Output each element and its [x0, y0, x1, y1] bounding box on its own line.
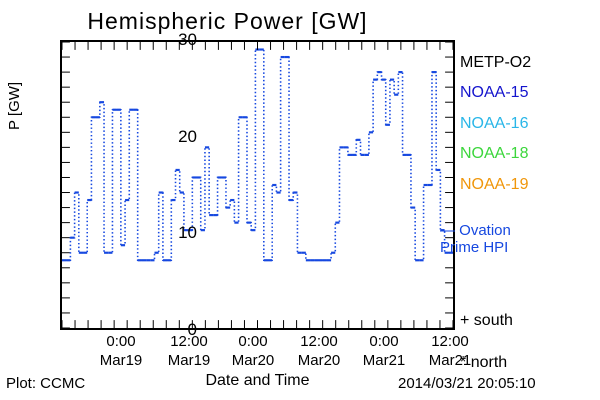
footer-plot-source: Plot: CCMC [6, 375, 85, 392]
x-tick-2: 0:00 Mar20 [232, 333, 275, 371]
chart-title: Hemispheric Power [GW] [0, 8, 455, 35]
legend-item-1[interactable]: NOAA-15 [460, 78, 600, 108]
symbol-north: * north [460, 342, 513, 384]
power-step-line [62, 50, 453, 261]
x-tick-0: 0:00 Mar19 [100, 333, 143, 371]
legend-item-2[interactable]: NOAA-16 [460, 109, 600, 139]
x-axis-label: Date and Time [60, 372, 455, 390]
legend-item-3[interactable]: NOAA-18 [460, 139, 600, 169]
ovation-legend: — Ovation Prime HPI [440, 222, 600, 257]
south-plus-icon: + [460, 312, 469, 329]
north-star-icon: * [460, 354, 466, 371]
plot-area [60, 40, 455, 330]
x-tick-1: 12:00 Mar19 [168, 333, 211, 371]
y-tick-10: 10 [178, 223, 197, 243]
x-tick-4: 0:00 Mar21 [363, 333, 406, 371]
legend-box: METP-O2 NOAA-15 NOAA-16 NOAA-18 NOAA-19 [460, 48, 600, 200]
x-tick-3: 12:00 Mar20 [298, 333, 341, 371]
y-axis-label: P [GW] [6, 82, 23, 130]
y-tick-30: 30 [178, 30, 197, 50]
y-tick-20: 20 [178, 127, 197, 147]
symbols-legend: + south * north [460, 300, 513, 383]
ovation-dash-icon: — [440, 222, 455, 239]
legend-item-4[interactable]: NOAA-19 [460, 170, 600, 200]
legend-item-0[interactable]: METP-O2 [460, 48, 600, 78]
symbol-south: + south [460, 300, 513, 342]
data-series-svg [62, 42, 453, 328]
